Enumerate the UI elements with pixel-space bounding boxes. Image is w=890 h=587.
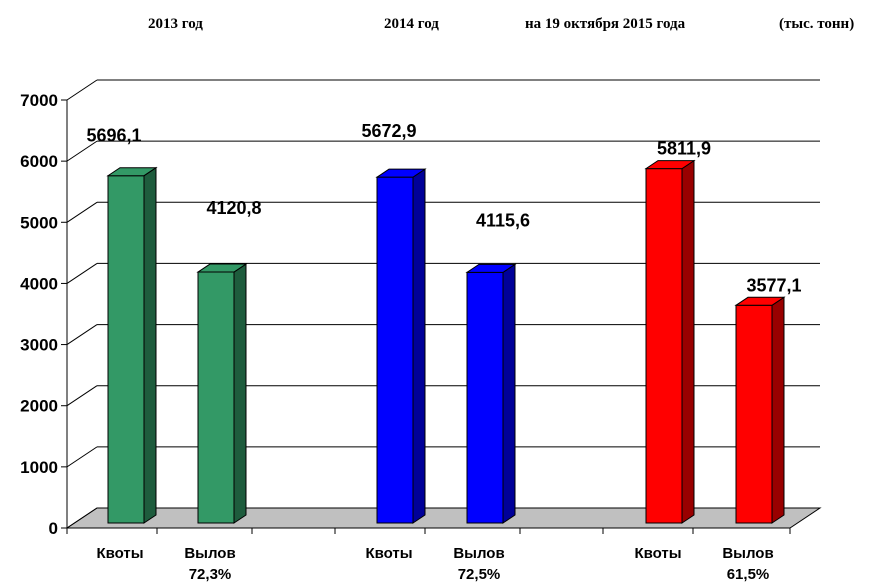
y-tick-label: 2000	[20, 397, 58, 416]
gridline-depth	[66, 507, 98, 529]
x-tick-percent: 72,5%	[458, 566, 501, 583]
bar-top	[196, 263, 248, 273]
data-label: 4120,8	[206, 198, 261, 218]
header-year-2013: 2013 год	[148, 16, 203, 32]
x-tick-label: Вылов	[722, 545, 773, 562]
bar-top	[106, 167, 158, 177]
gridline-depth	[66, 79, 98, 101]
gridline-depth	[66, 324, 98, 345]
bar	[645, 168, 683, 524]
gridline-depth	[66, 446, 98, 468]
bar	[197, 271, 235, 524]
bar-side	[143, 166, 157, 524]
data-label: 5811,9	[657, 139, 711, 159]
bar	[376, 176, 414, 524]
data-label: 3577,1	[746, 275, 801, 295]
y-tick-label: 7000	[20, 91, 58, 110]
data-label: 5672,9	[361, 121, 416, 141]
y-tick-label: 3000	[20, 336, 58, 355]
data-label: 4115,6	[476, 210, 530, 230]
header-unit: (тыс. тонн)	[779, 16, 855, 32]
bar-top	[644, 160, 696, 170]
gridline-depth	[66, 140, 98, 162]
bar-side	[412, 168, 426, 524]
gridline-depth	[66, 201, 98, 223]
bar-side	[233, 263, 247, 524]
gridline-depth	[66, 263, 98, 284]
x-tick-label: Квоты	[365, 545, 412, 562]
x-tick-percent: 61,5%	[727, 566, 770, 583]
x-tick-label: Вылов	[184, 545, 235, 562]
bar-top	[375, 168, 427, 178]
bar	[466, 271, 504, 524]
y-tick-label: 5000	[20, 213, 58, 232]
x-tick-label: Вылов	[453, 545, 504, 562]
header-year-2014: 2014 год	[384, 16, 439, 32]
x-tick-percent: 72,3%	[189, 566, 232, 583]
bar-top	[465, 263, 517, 273]
bar-top	[734, 296, 786, 306]
y-tick-label: 1000	[20, 458, 58, 477]
gridline-depth	[66, 385, 98, 407]
x-tick-label: Квоты	[96, 545, 143, 562]
data-label: 5696,1	[86, 126, 141, 146]
bar	[107, 175, 145, 524]
y-tick-label: 6000	[20, 152, 58, 171]
y-tick-label: 4000	[20, 274, 58, 293]
bar-side	[771, 296, 785, 524]
bar	[735, 304, 773, 524]
y-tick-label: 0	[49, 519, 58, 538]
chart-floor	[65, 507, 822, 529]
x-tick-label: Квоты	[634, 545, 681, 562]
header-year-2015: на 19 октября 2015 года	[525, 16, 686, 32]
bar-side	[502, 263, 516, 524]
bar-side	[681, 159, 695, 524]
